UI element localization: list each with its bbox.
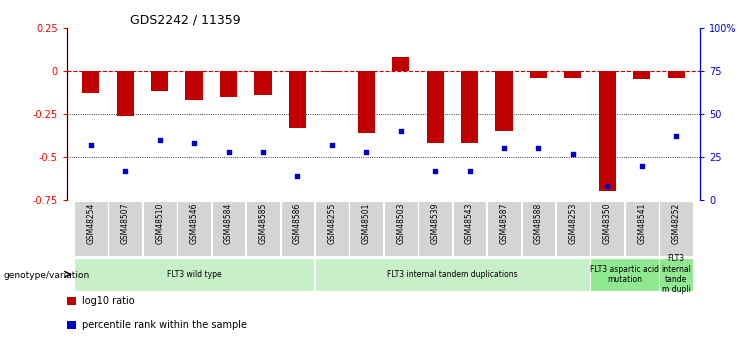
Bar [427, 71, 444, 143]
Point [395, 128, 407, 134]
Text: GSM48585: GSM48585 [259, 203, 268, 244]
Bar [185, 71, 203, 100]
Point [670, 134, 682, 139]
Point [222, 149, 234, 155]
FancyBboxPatch shape [487, 201, 521, 256]
Text: GSM48254: GSM48254 [86, 203, 96, 244]
Bar [599, 71, 616, 191]
FancyBboxPatch shape [522, 201, 555, 256]
Point [291, 173, 303, 179]
FancyBboxPatch shape [281, 201, 314, 256]
FancyBboxPatch shape [556, 201, 590, 256]
Text: FLT3 internal tandem duplications: FLT3 internal tandem duplications [387, 270, 518, 279]
FancyBboxPatch shape [349, 201, 383, 256]
Text: GSM48510: GSM48510 [155, 203, 165, 244]
FancyBboxPatch shape [453, 201, 486, 256]
Bar [151, 71, 168, 91]
FancyBboxPatch shape [384, 201, 418, 256]
Text: GSM48503: GSM48503 [396, 203, 405, 244]
Bar [82, 71, 99, 93]
Point [360, 149, 372, 155]
Point [429, 168, 441, 174]
Text: GSM48253: GSM48253 [568, 203, 577, 244]
FancyBboxPatch shape [212, 201, 245, 256]
FancyBboxPatch shape [177, 201, 211, 256]
FancyBboxPatch shape [315, 201, 349, 256]
Text: GSM48350: GSM48350 [602, 203, 612, 244]
Bar [220, 71, 237, 97]
Bar [323, 71, 340, 72]
FancyBboxPatch shape [74, 201, 107, 256]
Text: genotype/variation: genotype/variation [4, 272, 90, 280]
Text: GSM48543: GSM48543 [465, 203, 474, 244]
Bar [564, 71, 582, 78]
Text: log10 ratio: log10 ratio [82, 296, 135, 306]
FancyBboxPatch shape [625, 201, 659, 256]
Point [326, 142, 338, 148]
Point [567, 151, 579, 156]
Text: GSM48539: GSM48539 [431, 203, 439, 244]
Text: GSM48252: GSM48252 [671, 203, 681, 244]
Point [636, 163, 648, 168]
FancyBboxPatch shape [315, 258, 590, 291]
Text: GSM48541: GSM48541 [637, 203, 646, 244]
Text: GSM48584: GSM48584 [224, 203, 233, 244]
Text: GSM48588: GSM48588 [534, 203, 543, 244]
FancyBboxPatch shape [591, 201, 624, 256]
Text: GSM48586: GSM48586 [293, 203, 302, 244]
Bar [668, 71, 685, 78]
Point [602, 184, 614, 189]
Point [464, 168, 476, 174]
Bar [392, 57, 409, 71]
FancyBboxPatch shape [143, 201, 176, 256]
Text: GSM48587: GSM48587 [499, 203, 508, 244]
Bar [496, 71, 513, 131]
Text: GSM48501: GSM48501 [362, 203, 370, 244]
Point [188, 140, 200, 146]
Text: FLT3
internal
tande
m dupli: FLT3 internal tande m dupli [661, 254, 691, 294]
Text: GDS2242 / 11359: GDS2242 / 11359 [130, 13, 241, 27]
FancyBboxPatch shape [74, 258, 314, 291]
Text: GSM48507: GSM48507 [121, 203, 130, 244]
Text: FLT3 aspartic acid
mutation: FLT3 aspartic acid mutation [590, 265, 659, 284]
Point [153, 137, 165, 142]
Point [533, 146, 545, 151]
FancyBboxPatch shape [659, 201, 693, 256]
FancyBboxPatch shape [108, 201, 142, 256]
Text: percentile rank within the sample: percentile rank within the sample [82, 321, 247, 331]
Point [498, 146, 510, 151]
Bar [358, 71, 375, 133]
Text: GSM48546: GSM48546 [190, 203, 199, 244]
Text: GSM48255: GSM48255 [328, 203, 336, 244]
FancyBboxPatch shape [591, 258, 659, 291]
FancyBboxPatch shape [659, 258, 693, 291]
Point [257, 149, 269, 155]
Bar [530, 71, 547, 78]
Text: FLT3 wild type: FLT3 wild type [167, 270, 222, 279]
FancyBboxPatch shape [418, 201, 452, 256]
Point [85, 142, 97, 148]
FancyBboxPatch shape [246, 201, 280, 256]
Bar [633, 71, 651, 79]
Bar [116, 71, 134, 116]
Bar [254, 71, 271, 95]
Bar [289, 71, 306, 128]
Point [119, 168, 131, 174]
Bar [461, 71, 478, 143]
